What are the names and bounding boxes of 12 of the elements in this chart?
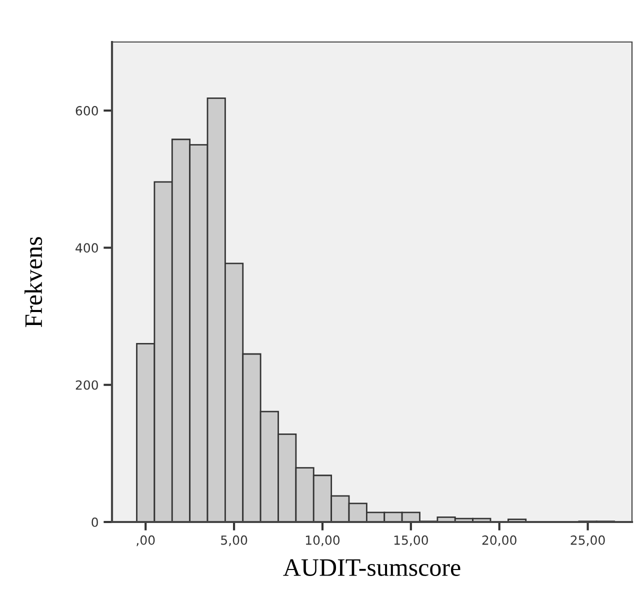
x-tick-label: 25,00 [570,535,605,546]
y-tick-label: 600 [76,106,98,116]
x-tick-label: 10,00 [306,535,340,546]
x-tick-label: 20,00 [482,535,516,546]
x-tick-label: 15,00 [394,535,428,546]
x-tick-label: ,00 [136,535,155,546]
y-tick-label: 400 [76,243,98,253]
y-axis-title: Frekvens [24,237,42,328]
y-tick-label: 0 [92,517,98,527]
y-tick-label: 200 [76,380,98,390]
x-tick-label: 5,00 [221,535,248,546]
x-axis-title: AUDIT-sumscore [283,559,460,576]
